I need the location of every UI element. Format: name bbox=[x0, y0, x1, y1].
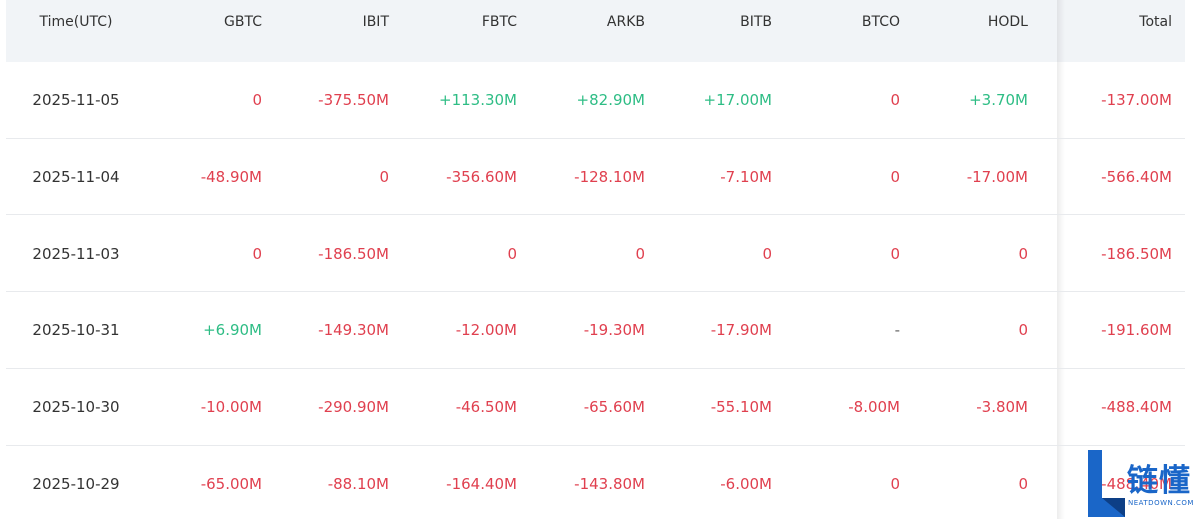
flow-cell: 0 bbox=[762, 244, 772, 263]
flow-cell: 0 bbox=[1018, 244, 1028, 263]
flow-cell: +6.90M bbox=[203, 321, 262, 340]
flow-cell: -375.50M bbox=[318, 91, 389, 110]
flow-cell: 0 bbox=[890, 244, 900, 263]
flow-cell: -186.50M bbox=[1101, 244, 1172, 263]
flow-cell: -10.00M bbox=[200, 398, 262, 417]
row-separator bbox=[6, 214, 1185, 215]
flow-cell: 0 bbox=[890, 168, 900, 187]
watermark-logo bbox=[1088, 450, 1125, 517]
flow-cell: 0 bbox=[507, 244, 517, 263]
date-cell: 2025-11-03 bbox=[32, 244, 120, 263]
flow-cell: -3.80M bbox=[976, 398, 1028, 417]
flow-cell: -65.60M bbox=[583, 398, 645, 417]
date-cell: 2025-11-04 bbox=[32, 168, 120, 187]
header-background bbox=[6, 0, 1185, 62]
date-cell: 2025-10-30 bbox=[32, 398, 120, 417]
flow-cell: -12.00M bbox=[455, 321, 517, 340]
flow-cell: -488.40M bbox=[1101, 474, 1172, 493]
flow-cell: +82.90M bbox=[576, 91, 645, 110]
flow-cell: -191.60M bbox=[1101, 321, 1172, 340]
flow-cell: -149.30M bbox=[318, 321, 389, 340]
flow-cell: 0 bbox=[1018, 474, 1028, 493]
watermark-site: NEATDOWN.COM bbox=[1128, 499, 1194, 507]
column-header: FBTC bbox=[481, 14, 517, 30]
flow-cell: -88.10M bbox=[327, 474, 389, 493]
flow-cell: -17.00M bbox=[966, 168, 1028, 187]
flow-cell: 0 bbox=[252, 244, 262, 263]
flow-cell: -6.00M bbox=[720, 474, 772, 493]
flow-cell: -55.10M bbox=[710, 398, 772, 417]
flow-cell: 0 bbox=[890, 474, 900, 493]
flow-cell: -48.90M bbox=[200, 168, 262, 187]
flow-cell: +17.00M bbox=[703, 91, 772, 110]
flow-cell: +3.70M bbox=[969, 91, 1028, 110]
row-separator bbox=[6, 291, 1185, 292]
flow-cell: -356.60M bbox=[446, 168, 517, 187]
flow-cell: +113.30M bbox=[439, 91, 517, 110]
flow-cell: -290.90M bbox=[318, 398, 389, 417]
column-header: ARKB bbox=[606, 14, 645, 30]
flow-cell: -566.40M bbox=[1101, 168, 1172, 187]
column-header: BTCO bbox=[861, 14, 900, 30]
date-cell: 2025-10-29 bbox=[32, 474, 120, 493]
column-header: Time(UTC) bbox=[39, 14, 113, 30]
flow-cell: -186.50M bbox=[318, 244, 389, 263]
flow-cell: -164.40M bbox=[446, 474, 517, 493]
column-header: IBIT bbox=[362, 14, 389, 30]
column-header: HODL bbox=[987, 14, 1028, 30]
flow-cell: -488.40M bbox=[1101, 398, 1172, 417]
column-header: Total bbox=[1139, 14, 1172, 30]
flow-cell: -8.00M bbox=[848, 398, 900, 417]
flow-cell: -19.30M bbox=[583, 321, 645, 340]
flow-cell: 0 bbox=[379, 168, 389, 187]
flow-cell: -137.00M bbox=[1101, 91, 1172, 110]
flow-cell: 0 bbox=[635, 244, 645, 263]
flow-cell: 0 bbox=[252, 91, 262, 110]
row-separator bbox=[6, 138, 1185, 139]
row-separator bbox=[6, 368, 1185, 369]
flow-cell: -143.80M bbox=[574, 474, 645, 493]
flow-cell: - bbox=[894, 321, 900, 340]
watermark-name: 链懂 bbox=[1127, 463, 1191, 499]
total-column-shadow bbox=[1057, 0, 1065, 519]
date-cell: 2025-11-05 bbox=[32, 91, 120, 110]
flow-cell: 0 bbox=[1018, 321, 1028, 340]
date-cell: 2025-10-31 bbox=[32, 321, 120, 340]
flow-cell: -17.90M bbox=[710, 321, 772, 340]
flow-cell: -128.10M bbox=[574, 168, 645, 187]
flow-cell: -7.10M bbox=[720, 168, 772, 187]
column-header: BITB bbox=[740, 14, 772, 30]
flow-cell: -46.50M bbox=[455, 398, 517, 417]
column-header: GBTC bbox=[224, 14, 262, 30]
flow-cell: -65.00M bbox=[200, 474, 262, 493]
flow-cell: 0 bbox=[890, 91, 900, 110]
row-separator bbox=[6, 445, 1185, 446]
